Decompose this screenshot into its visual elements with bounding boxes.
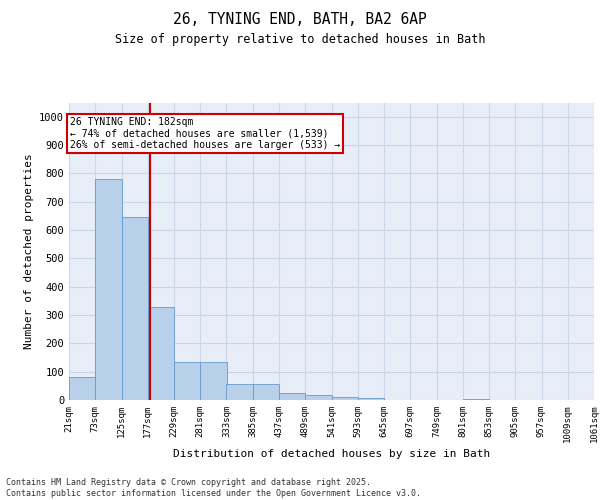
Bar — [148, 306, 174, 400]
Bar — [69, 377, 95, 400]
Bar — [95, 179, 121, 400]
Bar — [305, 395, 331, 400]
Bar — [279, 393, 305, 400]
Text: Contains HM Land Registry data © Crown copyright and database right 2025.
Contai: Contains HM Land Registry data © Crown c… — [6, 478, 421, 498]
Y-axis label: Number of detached properties: Number of detached properties — [23, 154, 34, 349]
Bar — [121, 217, 148, 400]
Bar — [358, 398, 384, 400]
Text: 26, TYNING END, BATH, BA2 6AP: 26, TYNING END, BATH, BA2 6AP — [173, 12, 427, 28]
X-axis label: Distribution of detached houses by size in Bath: Distribution of detached houses by size … — [173, 450, 490, 460]
Bar — [200, 362, 227, 400]
Bar — [174, 362, 200, 400]
Bar — [463, 398, 489, 400]
Bar — [227, 384, 253, 400]
Bar — [253, 384, 279, 400]
Text: 26 TYNING END: 182sqm
← 74% of detached houses are smaller (1,539)
26% of semi-d: 26 TYNING END: 182sqm ← 74% of detached … — [70, 116, 340, 150]
Text: Size of property relative to detached houses in Bath: Size of property relative to detached ho… — [115, 32, 485, 46]
Bar — [331, 396, 358, 400]
